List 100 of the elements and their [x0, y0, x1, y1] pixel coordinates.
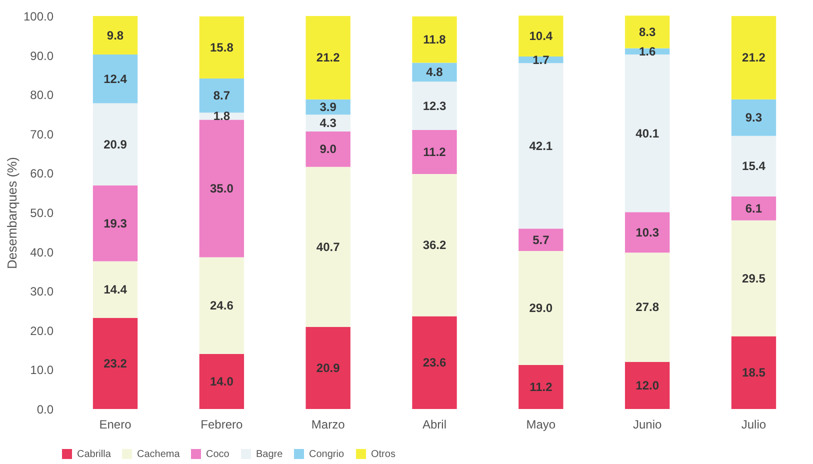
bar: [92, 261, 138, 318]
bar: [624, 362, 670, 409]
bar: [731, 16, 776, 100]
data-label: 40.7: [316, 240, 340, 254]
data-label: 27.8: [636, 300, 660, 314]
data-label: 29.0: [529, 301, 553, 315]
x-tick-label: Abril: [422, 418, 447, 432]
y-tick-label: 60.0: [30, 166, 54, 181]
x-tick-label: Junio: [632, 418, 662, 432]
data-label: 10.3: [636, 225, 660, 240]
data-label: 40.1: [636, 126, 660, 140]
data-label: 21.2: [316, 50, 340, 65]
legend-label: Bagre: [256, 449, 284, 460]
x-tick-label: Mayo: [526, 418, 556, 432]
bar: [412, 16, 457, 63]
data-label: 5.7: [532, 232, 550, 247]
y-tick-label: 20.0: [30, 324, 54, 338]
x-tick-label: Julio: [741, 418, 766, 432]
data-label: 15.8: [210, 40, 234, 54]
y-tick-label: 90.0: [30, 48, 54, 63]
data-label: 4.8: [426, 65, 444, 80]
data-label: 8.3: [638, 24, 656, 39]
data-label: 20.9: [316, 360, 340, 375]
data-label: 21.2: [742, 50, 766, 65]
x-tick-label: Marzo: [311, 418, 346, 432]
legend-label: Otros: [371, 449, 396, 460]
data-label: 12.0: [636, 378, 660, 392]
data-label: 23.2: [104, 356, 128, 370]
data-label: 10.4: [529, 29, 553, 44]
data-label: 1.6: [638, 44, 656, 58]
data-label: 12.4: [104, 72, 128, 86]
bar: [518, 364, 564, 409]
bar: [624, 252, 670, 362]
data-label: 36.2: [422, 238, 446, 252]
y-axis-title: Desembarques (%): [4, 157, 20, 269]
data-label: 9.3: [745, 110, 762, 125]
legend-label: Congrio: [309, 449, 344, 460]
data-label: 15.4: [742, 159, 766, 174]
y-tick-label: 50.0: [30, 206, 54, 220]
data-label: 4.3: [320, 116, 337, 130]
data-label: 11.2: [423, 144, 446, 159]
bar: [199, 120, 244, 258]
bar: [199, 354, 244, 409]
bar: [199, 78, 244, 113]
data-label: 9.0: [320, 142, 337, 156]
data-label: 12.3: [422, 98, 446, 113]
bar: [412, 174, 457, 316]
data-label: 23.6: [422, 356, 446, 370]
y-tick-label: 40.0: [30, 245, 54, 260]
data-label: 14.0: [210, 374, 234, 388]
bar: [306, 326, 350, 409]
data-label: 29.5: [742, 271, 766, 286]
bar: [624, 16, 670, 48]
bar: [412, 82, 457, 130]
data-label: 6.1: [745, 201, 762, 216]
bar: [92, 318, 138, 409]
data-label: 8.7: [213, 88, 230, 103]
data-label: 9.8: [106, 28, 124, 42]
y-tick-label: 70.0: [30, 127, 54, 142]
y-tick-label: 100.0: [23, 10, 54, 24]
bar: [306, 16, 350, 100]
bar: [92, 54, 138, 104]
bar: [199, 257, 244, 354]
data-label: 20.9: [104, 137, 128, 152]
bar: [518, 251, 564, 365]
data-label: 3.9: [320, 100, 337, 114]
y-tick-label: 0.0: [36, 402, 54, 416]
legend-label: Cachema: [137, 449, 180, 460]
bar: [518, 63, 564, 229]
data-label: 14.4: [104, 282, 128, 297]
x-tick-label: Febrero: [200, 418, 244, 432]
bar: [731, 136, 776, 196]
bar: [731, 336, 776, 409]
y-tick-label: 30.0: [30, 284, 54, 299]
bar: [412, 130, 457, 174]
bar: [624, 54, 670, 212]
bar: [731, 99, 776, 136]
bar: [518, 228, 564, 252]
x-tick-label: Enero: [99, 418, 132, 432]
legend-label: Cabrilla: [77, 449, 112, 460]
bar: [306, 166, 350, 327]
bar: [199, 16, 244, 78]
data-label: 19.3: [104, 216, 128, 230]
data-label: 35.0: [210, 182, 234, 196]
bar: [412, 316, 457, 409]
data-label: 42.1: [529, 138, 553, 153]
y-tick-label: 80.0: [30, 88, 54, 102]
bar: [624, 212, 670, 253]
bar: [731, 196, 776, 220]
data-label: 18.5: [742, 366, 766, 380]
bar: [92, 16, 138, 55]
data-label: 11.8: [423, 32, 446, 47]
bar: [306, 114, 350, 132]
data-label: 11.2: [530, 380, 553, 394]
data-label: 1.8: [213, 109, 230, 124]
bar: [92, 185, 138, 262]
legend-label: Coco: [206, 449, 230, 460]
data-label: 1.7: [532, 52, 550, 67]
bar: [306, 132, 350, 167]
bar: [92, 103, 138, 186]
